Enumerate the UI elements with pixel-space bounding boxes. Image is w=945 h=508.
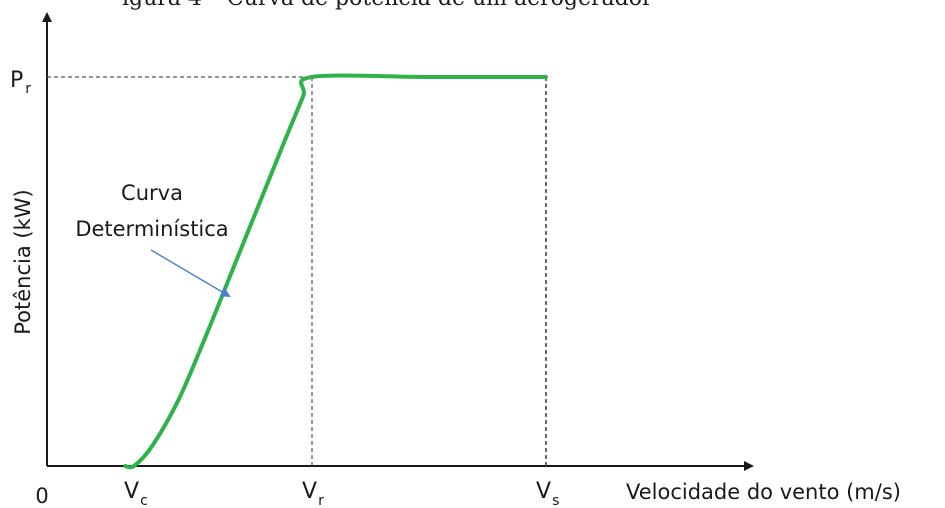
annotation-label-line2: Determinística xyxy=(75,217,228,241)
caption-fragment: igura 4 – Curva de potência de um aeroge… xyxy=(122,0,652,11)
y-axis-title: Potência (kW) xyxy=(11,189,35,334)
x-tick-label-vs: Vs xyxy=(536,479,559,508)
x-tick-label-vr: Vr xyxy=(302,479,324,508)
origin-label: 0 xyxy=(35,484,48,508)
x-axis-title: Velocidade do vento (m/s) xyxy=(626,480,901,504)
guide-lines xyxy=(47,76,547,466)
annotation-label-line1: Curva xyxy=(121,181,183,205)
x-tick-label-vc: Vc xyxy=(124,479,148,508)
annotation-arrow xyxy=(150,249,231,298)
series-layer xyxy=(123,73,548,470)
label-layer: Potência (kW) Velocidade do vento (m/s) 0 P… xyxy=(10,68,901,508)
annotation-layer: Curva Determinística xyxy=(75,181,231,298)
power-curve-line xyxy=(123,73,548,470)
